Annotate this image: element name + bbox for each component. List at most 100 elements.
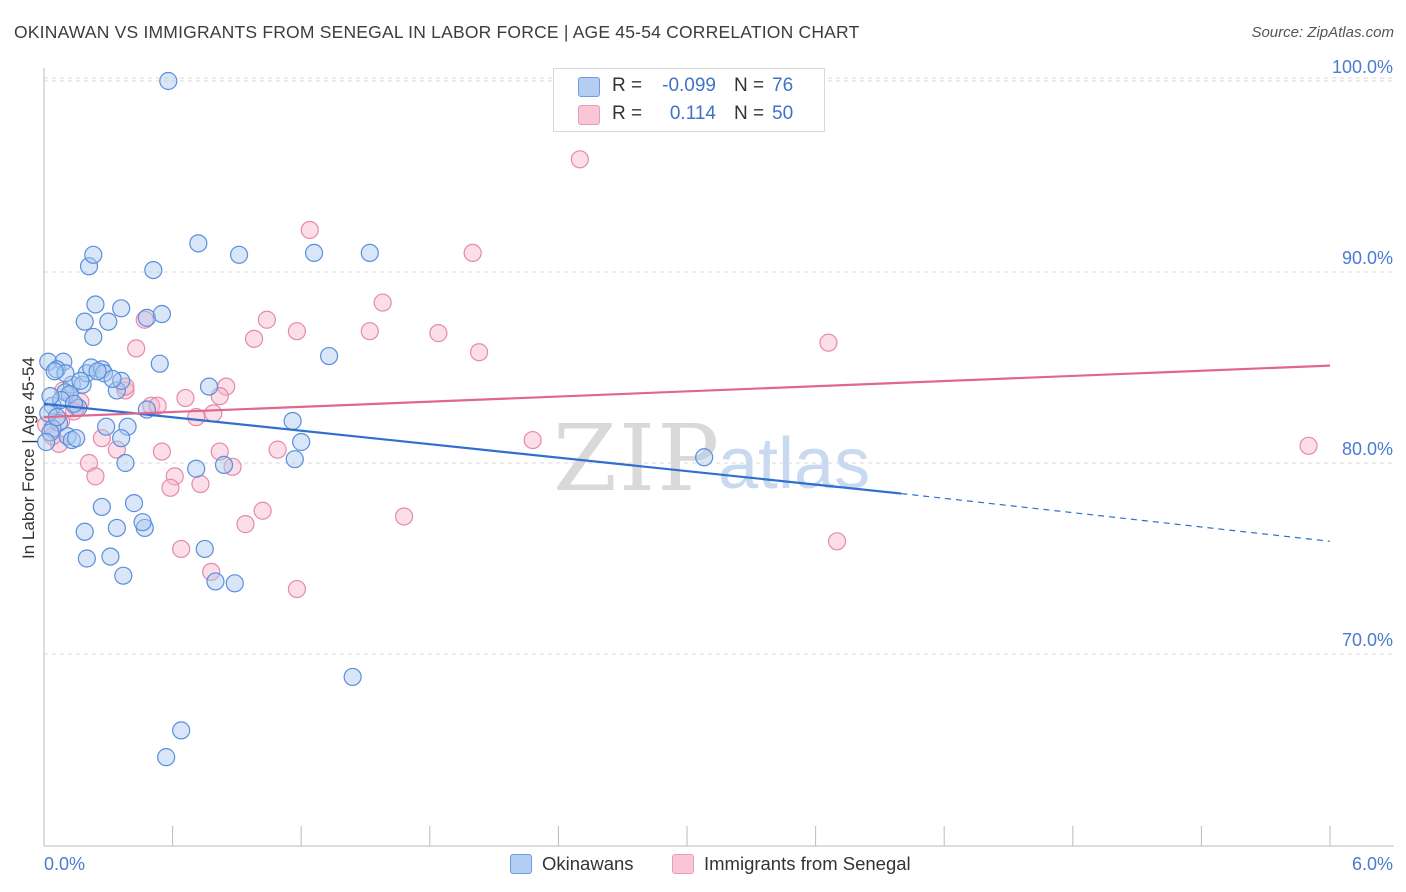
legend-swatch-pink <box>672 854 694 874</box>
legend-n-value: 76 <box>772 75 794 96</box>
data-point-senegal <box>210 442 229 461</box>
data-point-okinawan <box>67 429 86 448</box>
data-point-okinawan <box>84 327 103 347</box>
legend-r-label: R = <box>612 103 643 124</box>
data-point-senegal <box>187 408 206 427</box>
data-point-senegal <box>268 440 287 459</box>
trend-line-okinawans <box>43 402 902 495</box>
trend-line-senegal <box>43 364 1331 419</box>
legend-r-value: -0.099 <box>662 75 716 96</box>
data-point-senegal <box>152 442 171 461</box>
data-point-okinawan <box>206 572 225 591</box>
data-point-okinawan <box>187 459 206 478</box>
data-point-senegal <box>523 430 542 450</box>
data-point-senegal <box>373 293 392 312</box>
data-point-okinawan <box>79 257 99 276</box>
y-tick-label: 90.0% <box>1342 248 1393 268</box>
series-senegal-points <box>37 150 1318 599</box>
source-credit: Source: ZipAtlas.com <box>1251 24 1394 41</box>
data-point-senegal <box>463 243 482 262</box>
data-point-okinawan <box>283 411 302 431</box>
data-point-okinawan <box>319 346 339 366</box>
data-point-senegal <box>202 562 221 581</box>
data-point-okinawan <box>150 354 169 373</box>
legend-r-label: R = <box>612 75 643 96</box>
data-point-okinawan <box>285 450 304 469</box>
watermark-zip: ZIP <box>553 405 721 512</box>
watermark: ZIP atlas <box>553 405 870 512</box>
data-point-senegal <box>176 388 195 408</box>
series-okinawans-points <box>37 71 714 767</box>
data-point-okinawan <box>112 429 131 448</box>
data-point-senegal <box>236 515 255 534</box>
data-point-okinawan <box>360 243 379 262</box>
axis-labels: 70.0% 80.0% 90.0% 100.0% 0.0% 6.0% In Labor Fo… <box>19 57 1393 874</box>
watermark-atlas: atlas <box>718 424 870 504</box>
grid-lines <box>44 77 1394 655</box>
data-point-okinawan <box>152 304 171 324</box>
data-point-senegal <box>360 322 379 341</box>
data-point-okinawan <box>92 497 111 517</box>
data-point-senegal <box>1299 436 1318 455</box>
x-tick-label: 6.0% <box>1352 854 1393 874</box>
data-point-okinawan <box>304 243 324 262</box>
data-point-okinawan <box>133 513 152 532</box>
data-point-senegal <box>287 579 307 599</box>
data-point-okinawan <box>137 308 156 327</box>
data-point-senegal <box>107 440 126 459</box>
data-point-okinawan <box>45 362 64 381</box>
y-tick-label: 100.0% <box>1332 57 1393 77</box>
data-point-okinawan <box>144 260 163 280</box>
data-point-okinawan <box>229 245 249 264</box>
data-point-senegal <box>92 429 111 448</box>
legend-r-value: 0.114 <box>669 103 716 124</box>
series-legend-label: Immigrants from Senegal <box>704 853 911 874</box>
data-point-okinawan <box>75 522 94 541</box>
data-point-senegal <box>819 333 838 352</box>
data-point-okinawan <box>103 369 122 389</box>
data-point-senegal <box>394 507 414 526</box>
chart-title: OKINAWAN VS IMMIGRANTS FROM SENEGAL IN L… <box>14 22 860 42</box>
data-point-senegal <box>287 322 307 341</box>
legend-n-value: 50 <box>772 103 794 124</box>
data-point-okinawan <box>695 448 714 467</box>
data-point-okinawan <box>112 299 131 318</box>
data-point-senegal <box>300 220 319 240</box>
trend-lines <box>43 364 1331 542</box>
legend-swatch-blue <box>578 77 600 97</box>
legend-row-senegal: R = 0.114 N = 50 <box>554 101 824 129</box>
data-point-okinawan <box>64 394 84 413</box>
data-point-okinawan <box>86 295 105 314</box>
data-point-okinawan <box>77 549 96 568</box>
legend-swatch-blue <box>510 854 532 874</box>
data-point-okinawan <box>172 721 191 740</box>
data-point-okinawan <box>343 667 362 687</box>
data-point-okinawan <box>157 748 176 767</box>
data-point-okinawan <box>225 574 244 593</box>
stats-legend: R = -0.099 N = 76 R = 0.114 N = 50 <box>553 68 825 132</box>
data-point-okinawan <box>84 245 103 264</box>
data-point-okinawan <box>107 518 126 538</box>
data-point-okinawan <box>107 381 126 400</box>
data-point-okinawan <box>99 312 118 331</box>
legend-swatch-pink <box>578 105 600 125</box>
series-legend: Okinawans Immigrants from Senegal <box>0 852 1406 878</box>
data-point-okinawan <box>116 453 135 473</box>
data-point-senegal <box>257 310 277 329</box>
data-point-okinawan <box>41 387 60 406</box>
data-point-senegal <box>827 532 847 551</box>
axes <box>43 68 1394 847</box>
data-point-okinawan <box>41 423 60 442</box>
y-tick-label: 80.0% <box>1342 439 1393 459</box>
data-point-senegal <box>570 150 589 169</box>
x-tick-label: 0.0% <box>44 854 85 874</box>
series-legend-label: Okinawans <box>542 853 634 874</box>
data-point-senegal <box>127 339 146 358</box>
legend-n-label: N = <box>734 75 765 96</box>
data-point-okinawan <box>159 71 178 91</box>
data-point-senegal <box>172 539 191 559</box>
y-tick-label: 70.0% <box>1342 630 1393 650</box>
data-point-okinawan <box>101 547 120 566</box>
legend-row-okinawans: R = -0.099 N = 76 <box>554 73 824 101</box>
